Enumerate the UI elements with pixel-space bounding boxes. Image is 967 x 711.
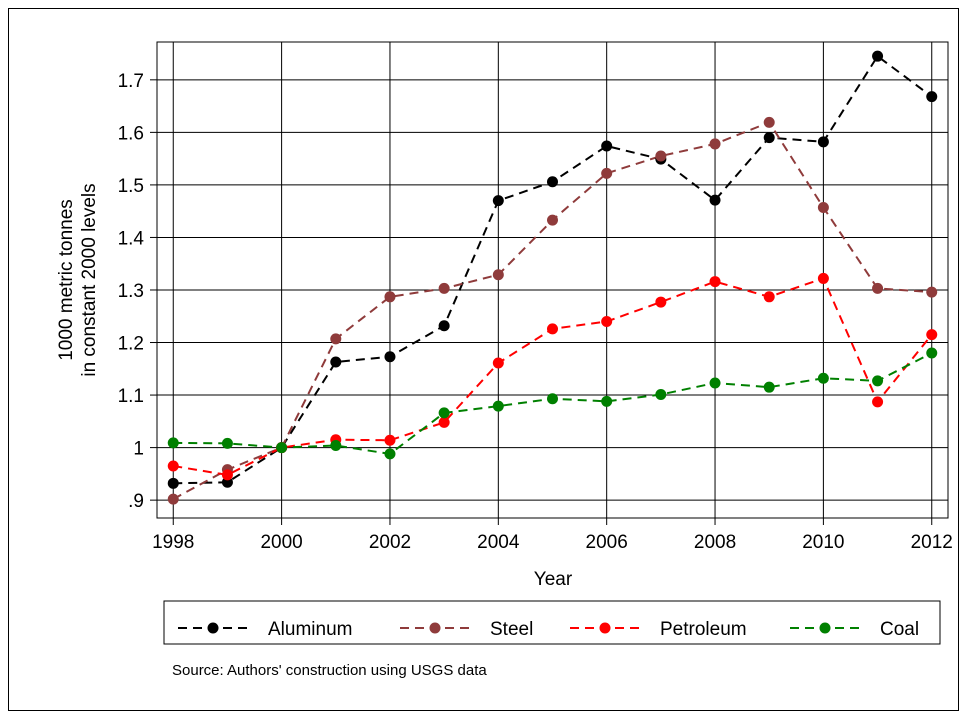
data-point — [709, 194, 721, 206]
x-axis-label: Year — [534, 569, 573, 590]
data-point — [438, 407, 450, 419]
data-point — [926, 91, 938, 103]
y-tick-label: .9 — [128, 491, 144, 512]
data-point — [330, 439, 342, 451]
y-tick-label: 1.2 — [118, 334, 144, 355]
data-point — [655, 296, 667, 308]
data-point — [817, 372, 829, 384]
data-point — [547, 214, 558, 226]
legend-box — [163, 600, 941, 645]
data-point — [384, 434, 396, 446]
data-point — [384, 291, 396, 303]
data-point — [547, 176, 558, 188]
data-point — [167, 437, 179, 449]
data-point — [492, 195, 504, 207]
y-tick-label: 1.7 — [118, 71, 144, 92]
data-point — [872, 282, 884, 294]
data-point — [167, 477, 179, 489]
data-point — [601, 167, 613, 179]
data-point — [492, 269, 504, 281]
data-point — [872, 375, 884, 387]
data-point — [601, 140, 613, 152]
x-tick-label: 2008 — [694, 532, 736, 553]
data-point — [438, 320, 450, 332]
data-point — [655, 389, 667, 401]
y-tick-label: 1.5 — [118, 176, 144, 197]
data-point — [872, 50, 884, 62]
x-tick-label: 2010 — [802, 532, 844, 553]
legend-label: Coal — [880, 619, 919, 640]
y-tick-label: 1.6 — [118, 123, 144, 144]
data-point — [601, 316, 613, 328]
data-point — [763, 291, 775, 303]
x-tick-label: 2012 — [911, 532, 953, 553]
legend-marker — [429, 622, 441, 634]
data-point — [763, 132, 775, 144]
legend-label: Aluminum — [268, 619, 352, 640]
data-point — [926, 329, 938, 341]
data-point — [763, 116, 775, 128]
data-point — [330, 333, 342, 345]
data-point — [709, 276, 721, 288]
y-tick-label: 1 — [133, 439, 144, 460]
data-point — [926, 347, 938, 359]
data-point — [167, 460, 179, 472]
legend-marker — [599, 622, 611, 634]
x-tick-label: 2002 — [369, 532, 411, 553]
y-axis-label: 1000 metric tonnes — [56, 199, 77, 361]
legend-marker — [207, 622, 219, 634]
y-axis-label: in constant 2000 levels — [79, 183, 100, 376]
data-point — [276, 442, 288, 454]
data-point — [221, 469, 233, 481]
data-point — [492, 400, 504, 412]
data-point — [438, 282, 450, 294]
legend-marker — [819, 622, 831, 634]
data-point — [709, 377, 721, 389]
y-tick-label: 1.1 — [118, 386, 144, 407]
legend-label: Steel — [490, 619, 533, 640]
x-tick-label: 1998 — [152, 532, 194, 553]
plot-frame — [156, 41, 949, 519]
data-point — [926, 286, 938, 298]
data-point — [817, 201, 829, 213]
data-point — [601, 395, 613, 407]
x-tick-label: 2004 — [477, 532, 520, 553]
data-point — [330, 356, 342, 368]
y-tick-label: 1.3 — [118, 281, 144, 302]
data-point — [547, 323, 558, 335]
data-point — [221, 437, 233, 449]
y-tick-label: 1.4 — [118, 228, 145, 249]
data-point — [817, 136, 829, 148]
legend-label: Petroleum — [660, 619, 747, 640]
data-point — [872, 396, 884, 408]
x-tick-label: 2000 — [260, 532, 302, 553]
data-point — [384, 448, 396, 460]
data-point — [547, 393, 558, 405]
data-point — [763, 381, 775, 393]
data-point — [384, 351, 396, 363]
data-point — [167, 493, 179, 505]
data-point — [492, 357, 504, 369]
data-point — [655, 150, 667, 162]
data-point — [709, 138, 721, 150]
x-tick-label: 2006 — [586, 532, 628, 553]
data-point — [438, 416, 450, 428]
data-point — [817, 272, 829, 284]
source-note: Source: Authors' construction using USGS… — [172, 662, 487, 679]
